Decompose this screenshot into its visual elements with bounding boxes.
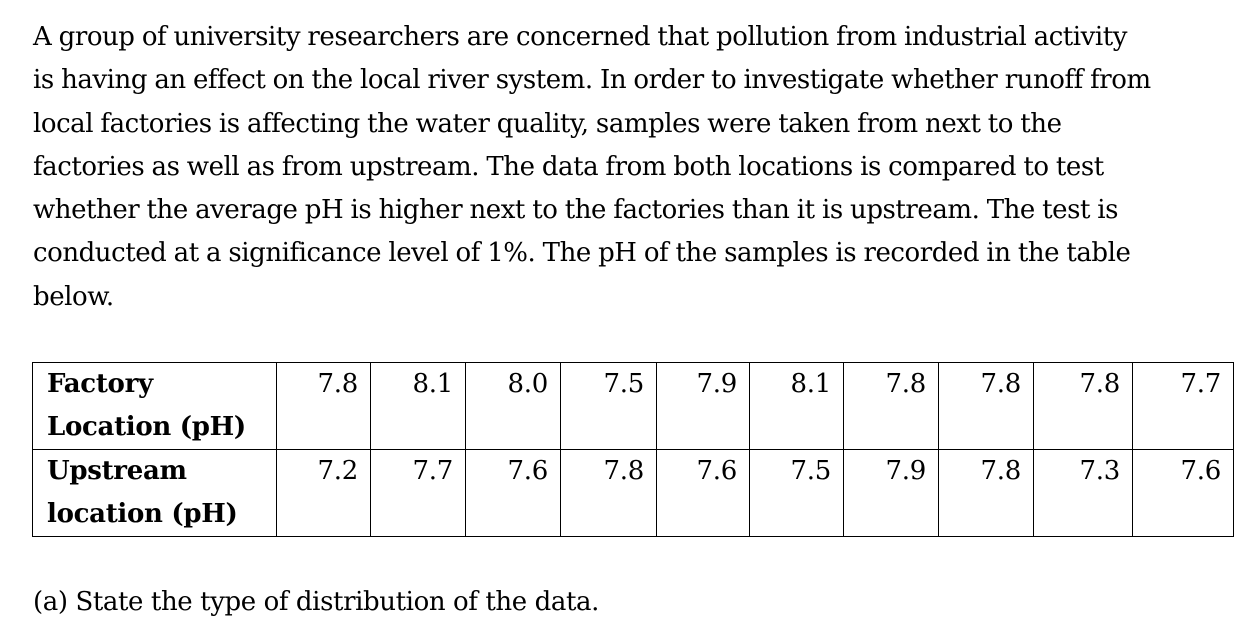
table-cell: 7.5 [749, 449, 844, 537]
row-header-line: Factory [47, 369, 153, 399]
row-header-line: Upstream [47, 456, 187, 486]
table-cell: 7.3 [1033, 449, 1133, 537]
table-cell: 8.0 [465, 362, 561, 450]
question-a: (a) State the type of distribution of th… [33, 587, 599, 617]
table-cell: 7.7 [1132, 362, 1234, 450]
table-cell: 7.5 [560, 362, 657, 450]
statement-line: factories as well as from upstream. The … [33, 151, 1104, 182]
table-cell: 7.9 [843, 449, 939, 537]
table-cell: 7.7 [370, 449, 466, 537]
table-cell: 7.6 [1132, 449, 1234, 537]
statement-line: conducted at a significance level of 1%.… [33, 238, 1131, 269]
table-row-factory: Factory Location (pH) 7.8 8.1 8.0 7.5 7.… [32, 362, 1234, 450]
table-cell: 8.1 [749, 362, 844, 450]
statement-line: whether the average pH is higher next to… [33, 195, 1119, 226]
statement-line: A group of university researchers are co… [33, 22, 1128, 52]
table-cell: 7.8 [938, 449, 1034, 537]
ph-data-table: Factory Location (pH) 7.8 8.1 8.0 7.5 7.… [32, 362, 1234, 537]
statement-line: below. [33, 281, 114, 312]
statement-line: is having an effect on the local river s… [33, 65, 1151, 96]
table-cell: 8.1 [370, 362, 466, 450]
table-cell: 7.6 [465, 449, 561, 537]
row-header-line: location (pH) [47, 499, 238, 529]
table-cell: 7.6 [656, 449, 750, 537]
table-cell: 7.8 [1033, 362, 1133, 450]
table-cell: 7.8 [560, 449, 657, 537]
problem-statement: A group of university researchers are co… [33, 16, 1243, 319]
row-header-line: Location (pH) [47, 412, 246, 442]
table-cell: 7.2 [276, 449, 371, 537]
table-row-upstream: Upstream location (pH) 7.2 7.7 7.6 7.8 7… [32, 449, 1234, 537]
table-cell: 7.8 [938, 362, 1034, 450]
row-header-factory: Factory Location (pH) [32, 362, 277, 450]
table-cell: 7.9 [656, 362, 750, 450]
table-cell: 7.8 [276, 362, 371, 450]
statement-line: local factories is affecting the water q… [33, 108, 1062, 139]
row-header-upstream: Upstream location (pH) [32, 449, 277, 537]
table-cell: 7.8 [843, 362, 939, 450]
